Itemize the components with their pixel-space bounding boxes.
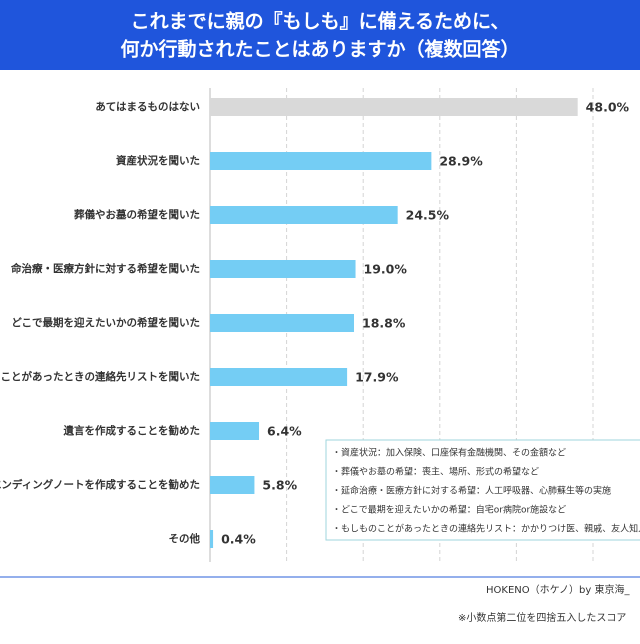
bar [210, 422, 260, 440]
note-line: ・延命治療・医療方針に対する希望：人工呼吸器、心肺蘇生等の実施 [332, 485, 611, 497]
category-label: その他 [169, 532, 201, 545]
bar [210, 206, 398, 224]
category-label: あてはまるものはない [95, 100, 200, 113]
note-line: ・どこで最期を迎えたいかの希望：自宅or病院or施設など [332, 504, 566, 516]
value-label: 24.5% [406, 208, 450, 223]
category-label: 命治療・医療方針に対する希望を聞いた [10, 262, 200, 275]
bar [210, 530, 214, 548]
bar [210, 260, 356, 278]
note-line: ・もしものことがあったときの連絡先リスト：かかりつけ医、親戚、友人知人な [332, 523, 640, 535]
chart-title: これまでに親の『もしも』に備えるために、 [131, 10, 510, 33]
bar [210, 152, 432, 170]
value-label: 0.4% [221, 532, 256, 547]
bar [210, 314, 355, 332]
value-label: 19.0% [364, 262, 408, 277]
value-label: 5.8% [262, 478, 297, 493]
footnote: ※小数点第二位を四捨五入したスコア [458, 611, 626, 624]
chart-title: 何か行動されたことはありますか（複数回答） [120, 38, 519, 61]
category-label: 葬儀やお墓の希望を聞いた [73, 208, 200, 221]
source: HOKENO（ホケノ）by 東京海_ [486, 583, 630, 596]
note-line: ・葬儀やお墓の希望：喪主、場所、形式の希望など [332, 466, 539, 478]
bar [210, 98, 578, 116]
note-line: ・資産状況：加入保険、口座保有金融機関、その金額など [332, 447, 566, 459]
value-label: 18.8% [362, 316, 406, 331]
bar [210, 368, 348, 386]
value-label: 17.9% [355, 370, 399, 385]
bar [210, 476, 255, 494]
category-label: 遺言を作成することを勧めた [63, 424, 201, 437]
category-label: エンディングノートを作成することを勧めた [0, 478, 200, 491]
note-box [325, 439, 640, 541]
category-label: ものことがあったときの連絡先リストを聞いた [0, 370, 200, 383]
value-label: 28.9% [439, 154, 483, 169]
value-label: 48.0% [586, 100, 630, 115]
category-label: どこで最期を迎えたいかの希望を聞いた [11, 316, 200, 329]
category-label: 資産状況を聞いた [116, 154, 200, 167]
title-band [0, 0, 640, 70]
value-label: 6.4% [267, 424, 302, 439]
